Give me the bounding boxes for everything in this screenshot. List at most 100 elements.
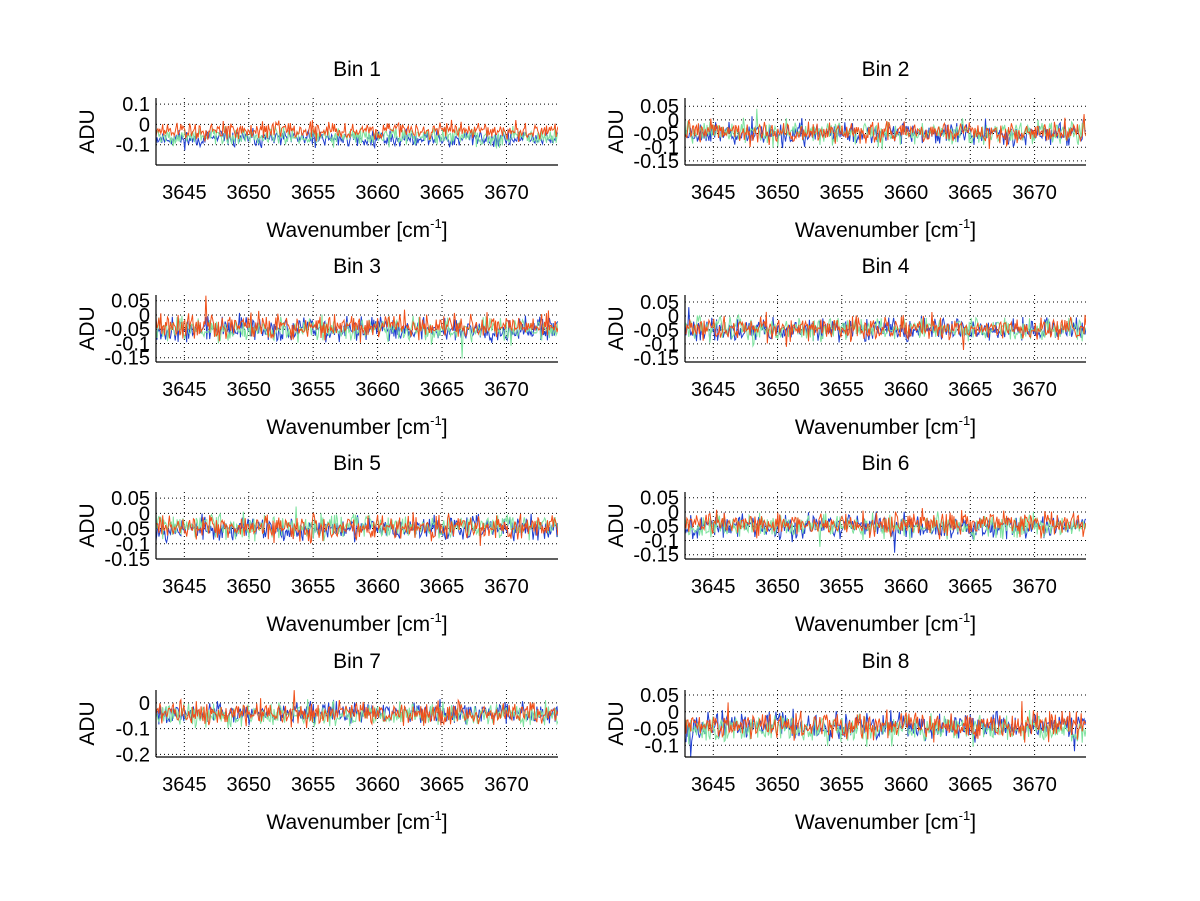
x-axis-label-bracket: ] <box>970 613 976 636</box>
series-line-1 <box>685 116 1086 149</box>
x-axis-label-superscript: -1 <box>959 808 971 823</box>
x-tick-label: 3665 <box>420 379 465 401</box>
x-tick-label: 3670 <box>484 182 529 204</box>
x-tick-label: 3645 <box>691 182 736 204</box>
y-tick-label: 0.05 <box>640 488 679 510</box>
x-tick-label: 3655 <box>291 774 336 796</box>
series-line-3 <box>156 690 558 729</box>
subplot-title: Bin 5 <box>333 452 381 475</box>
x-axis-label-text: Wavenumber [cm <box>795 416 959 439</box>
x-tick-label: 3650 <box>755 379 800 401</box>
y-tick-label: -0.1 <box>116 534 150 556</box>
y-tick-label: -0.05 <box>633 719 679 741</box>
x-axis-label: Wavenumber [cm-1] <box>795 808 976 834</box>
series-line-2 <box>156 506 558 542</box>
x-tick-label: 3670 <box>484 576 529 598</box>
x-tick-label: 3670 <box>484 379 529 401</box>
y-tick-label: -0.05 <box>633 320 679 342</box>
x-axis-label-text: Wavenumber [cm <box>795 219 959 242</box>
y-tick-label: 0 <box>668 702 679 724</box>
y-tick-label: -0.1 <box>116 333 150 355</box>
y-axis-label: ADU <box>605 109 628 153</box>
x-axis-label-text: Wavenumber [cm <box>795 613 959 636</box>
x-tick-label: 3660 <box>884 379 929 401</box>
subplot-7: 3645 3650 3655 3660 3665 3670 0 -0.1 -0.2 Bin 7 Wa… <box>76 650 558 834</box>
x-tick-label: 3655 <box>820 182 865 204</box>
y-axis-label: ADU <box>76 701 99 745</box>
x-axis-label: Wavenumber [cm-1] <box>795 413 976 439</box>
x-tick-label: 3650 <box>755 774 800 796</box>
y-axis-label: ADU <box>76 109 99 153</box>
x-axis-label: Wavenumber [cm-1] <box>266 808 447 834</box>
subplot-title: Bin 3 <box>333 255 381 278</box>
x-axis-label-superscript: -1 <box>430 808 442 823</box>
x-axis-label-superscript: -1 <box>959 216 971 231</box>
y-tick-label: 0.05 <box>111 291 150 313</box>
x-tick-label: 3655 <box>820 774 865 796</box>
y-tick-label: 0 <box>668 306 679 328</box>
subplot-5: 3645 3650 3655 3660 3665 3670 0.050-0.05-0.1-0… <box>76 452 558 636</box>
x-tick-label: 3660 <box>355 576 400 598</box>
y-axis-label: ADU <box>605 306 628 350</box>
x-axis-label-bracket: ] <box>442 416 448 439</box>
x-axis-label: Wavenumber [cm-1] <box>795 610 976 636</box>
x-tick-label: 3655 <box>820 379 865 401</box>
x-tick-label: 3645 <box>162 182 207 204</box>
x-axis-label-superscript: -1 <box>959 610 971 625</box>
y-tick-label: -0.15 <box>633 348 679 370</box>
y-tick-label: -0.05 <box>633 516 679 538</box>
x-axis-label-text: Wavenumber [cm <box>266 219 430 242</box>
y-tick-label: -0.1 <box>116 135 150 157</box>
x-tick-label: 3670 <box>484 774 529 796</box>
x-axis-label-superscript: -1 <box>430 413 442 428</box>
series-line-3 <box>685 508 1086 540</box>
subplot-3: 3645 3650 3655 3660 3665 3670 0.050-0.05-0.1-0… <box>76 255 558 439</box>
x-tick-label: 3670 <box>1012 576 1057 598</box>
y-tick-label: -0.2 <box>116 744 150 766</box>
x-tick-label: 3645 <box>162 379 207 401</box>
y-tick-label: -0.15 <box>104 348 150 370</box>
subplot-title: Bin 6 <box>862 452 910 475</box>
subplot-6: 3645 3650 3655 3660 3665 3670 0.050-0.05-0.1-0… <box>605 452 1086 636</box>
x-tick-label: 3660 <box>884 182 929 204</box>
y-axis-label: ADU <box>76 306 99 350</box>
x-tick-label: 3645 <box>162 576 207 598</box>
y-tick-label: 0 <box>139 305 150 327</box>
y-tick-label: -0.1 <box>116 719 150 741</box>
x-tick-label: 3670 <box>1012 774 1057 796</box>
y-tick-label: 0 <box>668 502 679 524</box>
y-axis-label: ADU <box>76 503 99 547</box>
y-tick-label: -0.1 <box>645 735 679 757</box>
x-tick-label: 3665 <box>420 182 465 204</box>
x-axis-label-bracket: ] <box>970 219 976 242</box>
x-axis-label: Wavenumber [cm-1] <box>266 610 447 636</box>
y-tick-label: 0.1 <box>122 94 150 116</box>
subplot-2: 3645 3650 3655 3660 3665 3670 0.050-0.05-0.1-0… <box>605 58 1086 242</box>
x-tick-label: 3655 <box>291 379 336 401</box>
x-tick-label: 3645 <box>162 774 207 796</box>
x-axis-label: Wavenumber [cm-1] <box>266 216 447 242</box>
series-line-2 <box>156 699 558 729</box>
subplot-title: Bin 4 <box>862 255 910 278</box>
x-tick-label: 3670 <box>1012 379 1057 401</box>
x-axis-label: Wavenumber [cm-1] <box>795 216 976 242</box>
x-tick-label: 3665 <box>420 774 465 796</box>
y-tick-label: 0.05 <box>640 96 679 118</box>
subplot-8: 3645 3650 3655 3660 3665 3670 0.050-0.05-0.1 Bi… <box>605 650 1086 834</box>
series-line-3 <box>685 311 1086 351</box>
x-axis-label-superscript: -1 <box>959 413 971 428</box>
y-tick-label: -0.1 <box>645 530 679 552</box>
series-line-3 <box>685 701 1086 743</box>
y-tick-label: 0 <box>139 503 150 525</box>
y-tick-label: -0.05 <box>633 124 679 146</box>
series-line-3 <box>685 114 1086 149</box>
y-tick-label: 0 <box>668 110 679 132</box>
x-tick-label: 3655 <box>291 182 336 204</box>
x-axis-label-bracket: ] <box>442 613 448 636</box>
y-tick-label: 0.05 <box>111 488 150 510</box>
x-axis-label-text: Wavenumber [cm <box>266 613 430 636</box>
x-tick-label: 3645 <box>691 576 736 598</box>
y-axis-label: ADU <box>605 503 628 547</box>
x-tick-label: 3655 <box>291 576 336 598</box>
x-tick-label: 3650 <box>227 774 272 796</box>
